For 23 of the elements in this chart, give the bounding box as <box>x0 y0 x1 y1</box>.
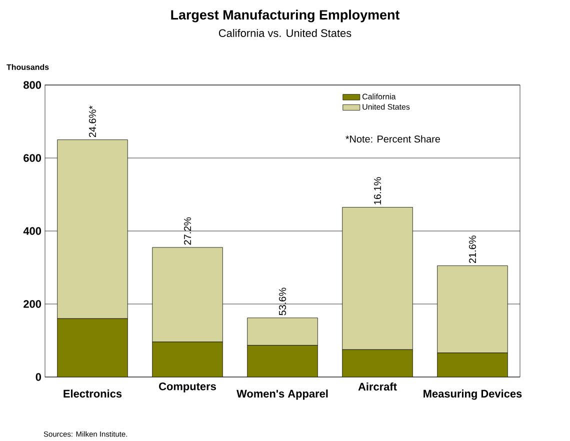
x-tick-label: Computers <box>159 382 216 392</box>
y-tick-label: 800 <box>24 81 42 89</box>
y-tick-label: 0 <box>36 373 42 381</box>
x-tick-label: Measuring Devices <box>424 390 522 400</box>
chart-subtitle: California vs. United States <box>218 28 352 38</box>
y-tick-label: 400 <box>23 227 42 235</box>
annotation: 16.1% <box>374 177 382 204</box>
chart-title: Largest Manufacturing Employment <box>171 10 400 22</box>
bar <box>152 342 223 377</box>
annotation: 24.6%* <box>88 106 96 138</box>
y-tick-label: 600 <box>24 154 42 162</box>
x-tick-label: Aircraft <box>358 382 397 391</box>
bar <box>437 352 508 377</box>
x-tick-label: Electronics <box>64 390 122 398</box>
annotation: 21.6% <box>468 236 476 263</box>
annotation: *Note: Percent Share <box>346 135 440 143</box>
bar <box>57 318 128 377</box>
annotation: 27.2% <box>184 217 192 245</box>
bar <box>342 349 413 377</box>
annotation: 53.6% <box>278 288 286 316</box>
y-tick-label: 200 <box>24 300 42 308</box>
x-tick-label: Women's Apparel <box>236 390 328 400</box>
bar <box>247 345 318 377</box>
